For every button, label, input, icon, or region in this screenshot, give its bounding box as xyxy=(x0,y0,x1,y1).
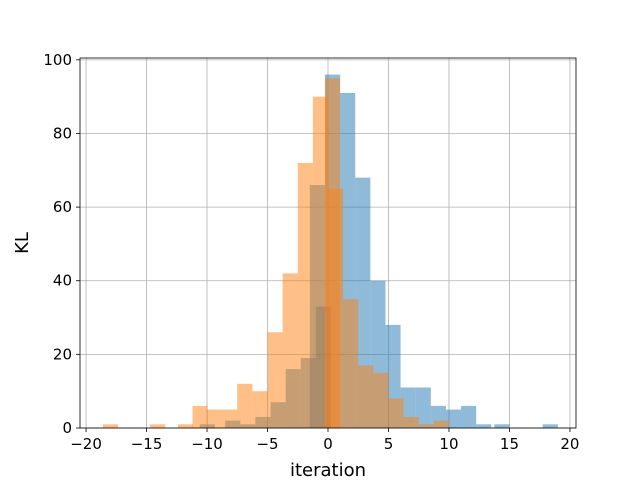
histogram-bar xyxy=(445,409,462,428)
histogram-bar xyxy=(267,332,283,428)
x-axis: −20 −15 −10 −5 0 5 10 15 20 xyxy=(70,428,579,453)
y-tick-label: 40 xyxy=(53,272,72,290)
histogram-bar xyxy=(252,391,268,428)
histogram-bar xyxy=(150,424,166,428)
y-tick-label: 100 xyxy=(43,51,72,69)
y-tick-label: 80 xyxy=(53,124,72,142)
histogram-bar xyxy=(476,424,492,428)
x-tick-label: 10 xyxy=(439,435,458,453)
x-axis-label: iteration xyxy=(290,460,366,480)
x-tick-label: 20 xyxy=(560,435,579,453)
histogram-bar xyxy=(358,365,374,428)
histogram-bar xyxy=(102,424,119,428)
x-tick-label: 15 xyxy=(500,435,519,453)
histogram-bar xyxy=(177,424,194,428)
histogram-bar xyxy=(461,405,477,428)
histogram-bar xyxy=(433,420,449,428)
histogram-bar xyxy=(192,405,208,428)
x-tick-label: −20 xyxy=(70,435,102,453)
y-axis-label: KL xyxy=(12,232,33,254)
histogram-bar xyxy=(418,424,434,428)
histogram-bar xyxy=(415,387,431,428)
x-tick-label: −10 xyxy=(191,435,223,453)
y-tick-label: 20 xyxy=(53,345,72,363)
x-tick-label: 0 xyxy=(323,435,333,453)
histogram-bar xyxy=(542,424,558,428)
histogram-bar xyxy=(237,383,253,428)
x-tick-label: −5 xyxy=(256,435,278,453)
histogram-bars xyxy=(102,74,558,429)
y-tick-label: 60 xyxy=(53,198,72,216)
histogram-bar xyxy=(388,398,404,428)
histogram-bar xyxy=(494,424,510,428)
histogram-bar xyxy=(373,372,389,428)
histogram-bar xyxy=(222,409,238,428)
histogram-bar xyxy=(403,416,419,428)
histogram-bar xyxy=(282,273,298,428)
series-2 xyxy=(102,78,449,429)
histogram-bar xyxy=(297,162,313,429)
x-tick-label: 5 xyxy=(384,435,394,453)
y-tick-label: 0 xyxy=(62,419,72,437)
y-axis: 0 20 40 60 80 100 xyxy=(43,51,80,437)
histogram-bar xyxy=(343,299,359,428)
histogram-bar xyxy=(207,409,223,428)
histogram-bar xyxy=(312,96,328,429)
x-tick-label: −15 xyxy=(131,435,163,453)
histogram-bar xyxy=(328,188,344,428)
